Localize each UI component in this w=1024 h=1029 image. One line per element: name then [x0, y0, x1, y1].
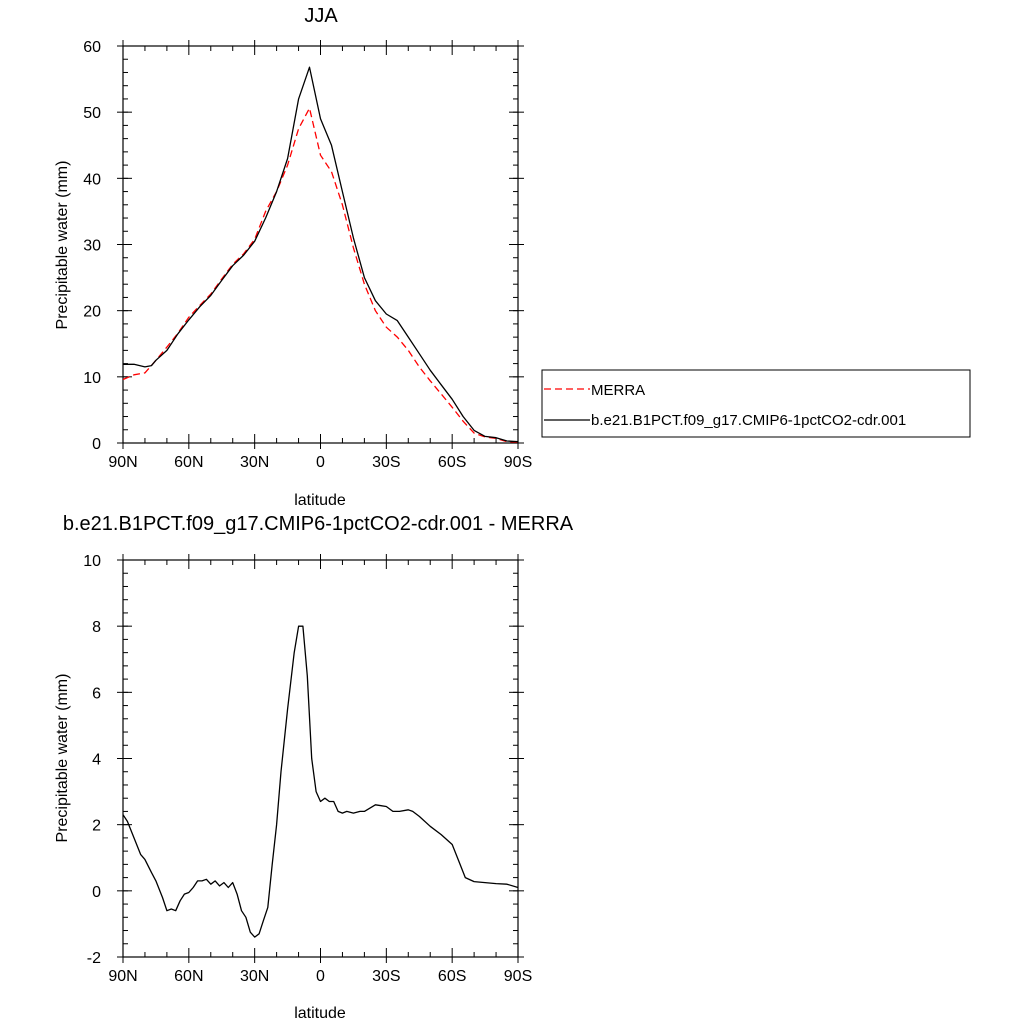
bottom-x-tick-label: 30S [372, 968, 400, 985]
top-y-tick-label: 60 [83, 39, 101, 56]
bottom-y-tick-label: 6 [92, 685, 101, 702]
top-series-line-0 [122, 107, 519, 443]
top-tick-marks [117, 40, 524, 449]
top-x-tick-label: 30S [372, 454, 400, 471]
top-y-tick-label: 50 [83, 105, 101, 122]
bottom-y-tick-label: -2 [87, 950, 101, 967]
bottom-x-tick-label: 0 [316, 968, 325, 985]
bottom-x-axis-label: latitude [294, 1005, 346, 1022]
top-x-tick-label: 30N [240, 454, 269, 471]
top-series-line-1 [123, 66, 519, 443]
top-y-tick-label: 30 [83, 238, 101, 255]
top-y-tick-label: 40 [83, 171, 101, 188]
bottom-series-group [122, 625, 519, 938]
bottom-panel: b.e21.B1PCT.f09_g17.CMIP6-1pctCO2-cdr.00… [54, 513, 574, 1022]
top-x-tick-label: 0 [316, 454, 325, 471]
top-y-tick-label: 0 [92, 436, 101, 453]
top-panel: JJA 90N 60N 30N 0 30S 60S 90S 0 10 20 30 40 50 60 la… [54, 5, 971, 509]
top-y-tick-labels: 0 10 20 30 40 50 60 [83, 39, 101, 453]
bottom-y-axis-label: Precipitable water (mm) [54, 674, 71, 843]
top-series-group [122, 66, 519, 443]
top-y-tick-label: 20 [83, 304, 101, 321]
legend-box [541, 369, 971, 438]
top-chart-title: JJA [304, 5, 338, 27]
top-x-tick-label: 60N [174, 454, 203, 471]
bottom-series-line-0 [122, 625, 519, 938]
bottom-x-tick-label: 30N [240, 968, 269, 985]
bottom-y-tick-labels: -2 0 2 4 6 8 10 [83, 553, 101, 967]
bottom-y-tick-label: 0 [92, 884, 101, 901]
bottom-x-tick-label: 90N [108, 968, 137, 985]
top-x-tick-label: 90N [108, 454, 137, 471]
top-x-tick-labels: 90N 60N 30N 0 30S 60S 90S [108, 454, 532, 471]
bottom-x-tick-label: 90S [504, 968, 532, 985]
legend-label-merra: MERRA [591, 382, 645, 399]
bottom-x-tick-labels: 90N 60N 30N 0 30S 60S 90S [108, 968, 532, 985]
legend: MERRA b.e21.B1PCT.f09_g17.CMIP6-1pctCO2-… [541, 369, 971, 438]
top-plot-frame [122, 45, 519, 444]
legend-label-model: b.e21.B1PCT.f09_g17.CMIP6-1pctCO2-cdr.00… [591, 412, 906, 429]
bottom-y-tick-label: 10 [83, 553, 101, 570]
bottom-y-tick-label: 2 [92, 818, 101, 835]
top-y-axis-label: Precipitable water (mm) [54, 161, 71, 330]
bottom-y-tick-label: 4 [92, 752, 101, 769]
top-x-tick-label: 90S [504, 454, 532, 471]
bottom-x-tick-label: 60N [174, 968, 203, 985]
top-y-tick-label: 10 [83, 370, 101, 387]
bottom-tick-marks [117, 554, 524, 963]
bottom-x-tick-label: 60S [438, 968, 466, 985]
bottom-chart-title: b.e21.B1PCT.f09_g17.CMIP6-1pctCO2-cdr.00… [63, 513, 574, 535]
top-x-tick-label: 60S [438, 454, 466, 471]
top-x-axis-label: latitude [294, 492, 346, 509]
bottom-y-tick-label: 8 [92, 619, 101, 636]
